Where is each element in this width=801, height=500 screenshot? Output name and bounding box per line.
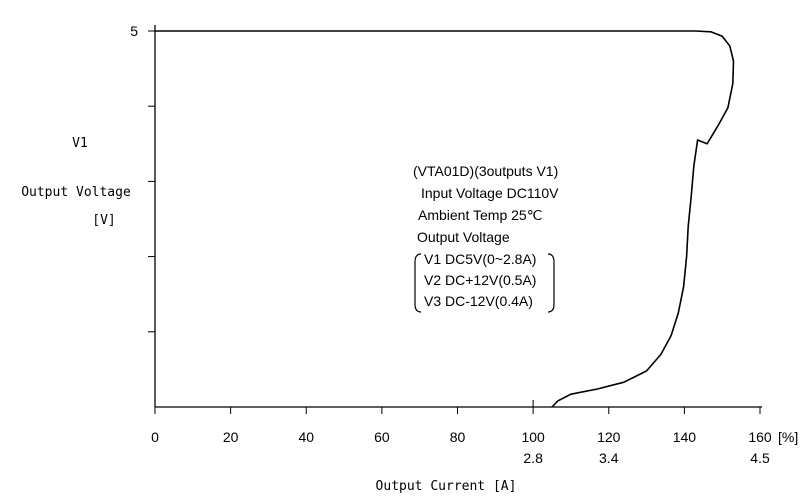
annotation-left-bracket bbox=[414, 253, 422, 313]
x-axis-unit: [%] bbox=[778, 429, 798, 445]
annotation-input-voltage: Input Voltage DC110V bbox=[421, 185, 559, 201]
y-axis-label-line1: V1 bbox=[72, 136, 88, 151]
y-axis-label-line3: [V] bbox=[92, 213, 115, 228]
x-secondary-tick-label-120: 3.4 bbox=[599, 450, 619, 466]
x-tick-label-160: 160 bbox=[748, 429, 772, 445]
y-axis-label-line2: Output Voltage bbox=[21, 185, 131, 200]
y-tick-label-5: 5 bbox=[130, 23, 138, 39]
annotation-model: (VTA01D)(3outputs V1) bbox=[413, 163, 558, 179]
x-tick-label-120: 120 bbox=[597, 429, 621, 445]
annotation-right-bracket bbox=[547, 253, 555, 313]
x-tick-label-80: 80 bbox=[450, 429, 466, 445]
x-secondary-tick-label-100: 2.8 bbox=[523, 450, 543, 466]
annotation-v1: V1 DC5V(0~2.8A) bbox=[424, 251, 536, 267]
x-tick-label-140: 140 bbox=[673, 429, 697, 445]
series-line-0 bbox=[155, 30, 735, 408]
annotation-ambient-temp: Ambient Temp 25℃ bbox=[418, 207, 542, 223]
annotation-v3: V3 DC-12V(0.4A) bbox=[424, 293, 533, 309]
x-tick-label-40: 40 bbox=[298, 429, 314, 445]
x-tick-label-100: 100 bbox=[521, 429, 545, 445]
annotation-v2: V2 DC+12V(0.5A) bbox=[424, 272, 536, 288]
x-tick-label-60: 60 bbox=[374, 429, 390, 445]
x-tick-label-20: 20 bbox=[223, 429, 239, 445]
x-axis-label: Output Current [A] bbox=[376, 479, 517, 494]
annotation-box: (VTA01D)(3outputs V1) Input Voltage DC11… bbox=[413, 163, 559, 313]
x-secondary-tick-label-160: 4.5 bbox=[750, 450, 770, 466]
annotation-output-voltage: Output Voltage bbox=[417, 229, 510, 245]
x-tick-label-0: 0 bbox=[151, 429, 159, 445]
